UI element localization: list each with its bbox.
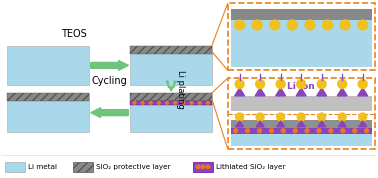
- Circle shape: [353, 129, 357, 133]
- Circle shape: [158, 101, 160, 104]
- Polygon shape: [235, 88, 245, 96]
- Text: SiO₂ protective layer: SiO₂ protective layer: [96, 164, 170, 170]
- Circle shape: [297, 113, 305, 121]
- Circle shape: [206, 101, 209, 104]
- Circle shape: [166, 101, 169, 104]
- Circle shape: [365, 129, 369, 133]
- Circle shape: [287, 20, 297, 30]
- Bar: [231, 128, 372, 134]
- Circle shape: [182, 101, 185, 104]
- Polygon shape: [235, 121, 243, 127]
- Bar: [7, 46, 89, 85]
- Bar: [130, 93, 212, 132]
- Polygon shape: [359, 121, 367, 127]
- Bar: [130, 46, 212, 54]
- Circle shape: [235, 80, 244, 88]
- Circle shape: [340, 20, 350, 30]
- Bar: [193, 162, 213, 172]
- Polygon shape: [255, 88, 265, 96]
- FancyArrow shape: [91, 108, 129, 117]
- Bar: [231, 9, 372, 20]
- Circle shape: [252, 20, 262, 30]
- Polygon shape: [317, 88, 327, 96]
- Polygon shape: [337, 88, 347, 96]
- Bar: [228, 3, 375, 70]
- Circle shape: [235, 113, 243, 121]
- Circle shape: [198, 101, 201, 104]
- Bar: [73, 162, 93, 172]
- Circle shape: [322, 20, 333, 30]
- Circle shape: [246, 129, 249, 133]
- Circle shape: [359, 113, 367, 121]
- Circle shape: [270, 129, 273, 133]
- Bar: [231, 120, 372, 128]
- Circle shape: [141, 101, 144, 104]
- Bar: [130, 46, 212, 85]
- Bar: [231, 96, 372, 111]
- Bar: [130, 93, 212, 101]
- Circle shape: [329, 129, 333, 133]
- Circle shape: [133, 101, 136, 104]
- Circle shape: [305, 20, 315, 30]
- Circle shape: [358, 80, 367, 88]
- Circle shape: [174, 101, 177, 104]
- Bar: [231, 17, 372, 67]
- Polygon shape: [276, 88, 286, 96]
- Text: TEOS: TEOS: [61, 29, 87, 39]
- Circle shape: [297, 80, 306, 88]
- Circle shape: [281, 129, 285, 133]
- Bar: [7, 93, 89, 101]
- Text: Cycling: Cycling: [92, 76, 127, 86]
- Polygon shape: [338, 121, 346, 127]
- Circle shape: [234, 129, 238, 133]
- Bar: [7, 93, 89, 132]
- Circle shape: [341, 129, 345, 133]
- Polygon shape: [256, 121, 264, 127]
- Text: Lithiated SiO₂ layer: Lithiated SiO₂ layer: [216, 164, 285, 170]
- Circle shape: [206, 165, 210, 169]
- Bar: [228, 78, 375, 149]
- Polygon shape: [318, 121, 326, 127]
- Circle shape: [293, 129, 297, 133]
- Text: Li plating: Li plating: [176, 70, 185, 108]
- Circle shape: [276, 80, 285, 88]
- Polygon shape: [296, 88, 306, 96]
- Circle shape: [257, 129, 262, 133]
- Polygon shape: [358, 88, 368, 96]
- Circle shape: [190, 101, 193, 104]
- Circle shape: [317, 129, 321, 133]
- Circle shape: [270, 20, 280, 30]
- Circle shape: [201, 165, 204, 169]
- Circle shape: [256, 113, 264, 121]
- Text: Li ion: Li ion: [287, 82, 315, 91]
- Circle shape: [338, 113, 346, 121]
- Bar: [130, 101, 212, 105]
- FancyArrow shape: [166, 81, 176, 91]
- Bar: [5, 162, 25, 172]
- Circle shape: [256, 80, 265, 88]
- FancyArrow shape: [91, 61, 129, 70]
- Circle shape: [358, 20, 368, 30]
- Polygon shape: [277, 121, 285, 127]
- Circle shape: [149, 101, 152, 104]
- Text: Li metal: Li metal: [28, 164, 57, 170]
- Polygon shape: [297, 121, 305, 127]
- Circle shape: [338, 80, 347, 88]
- Circle shape: [196, 165, 200, 169]
- Circle shape: [318, 113, 326, 121]
- Circle shape: [317, 80, 326, 88]
- Circle shape: [305, 129, 309, 133]
- Bar: [231, 134, 372, 146]
- Circle shape: [277, 113, 285, 121]
- Circle shape: [235, 20, 245, 30]
